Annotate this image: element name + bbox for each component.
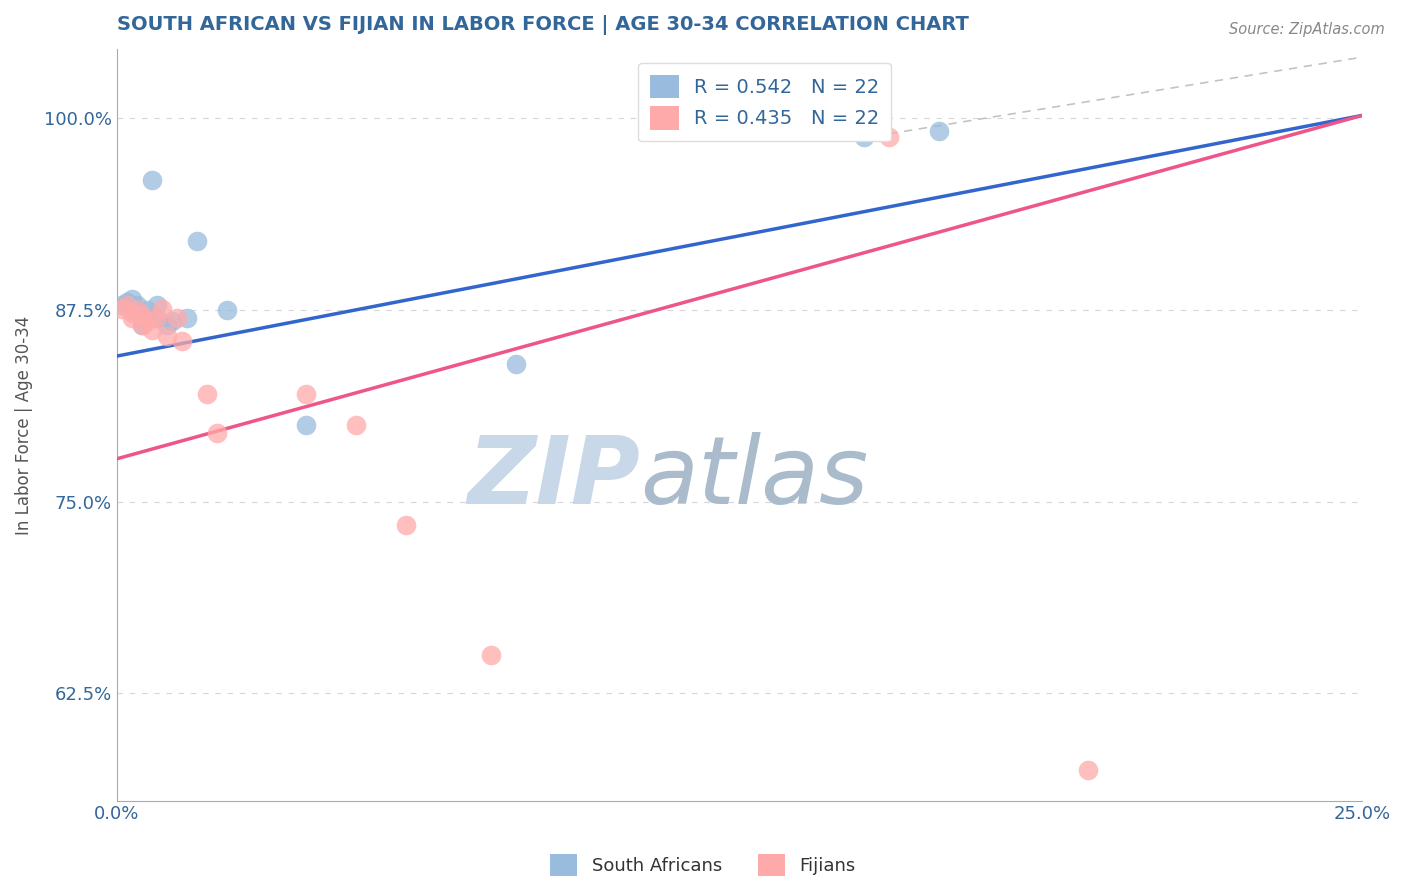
Point (146, 310, 169, 325)
Point (156, 318, 179, 333)
Point (160, 314, 183, 328)
Point (131, 310, 153, 325)
Point (121, 293, 143, 307)
Point (131, 318, 153, 333)
Point (176, 310, 198, 325)
Point (505, 357, 527, 371)
Text: Source: ZipAtlas.com: Source: ZipAtlas.com (1229, 22, 1385, 37)
Point (141, 323, 163, 337)
Point (111, 298, 134, 312)
Point (141, 173, 163, 187)
Point (1077, 763, 1099, 777)
Point (344, 417, 367, 432)
Point (195, 387, 218, 401)
Point (295, 387, 318, 401)
Point (395, 517, 418, 532)
Point (877, 129, 900, 144)
Point (853, 129, 876, 144)
Point (170, 334, 193, 348)
Point (121, 310, 143, 325)
Legend: R = 0.542   N = 22, R = 0.435   N = 22: R = 0.542 N = 22, R = 0.435 N = 22 (638, 63, 891, 142)
Point (205, 425, 228, 440)
Y-axis label: In Labor Force | Age 30-34: In Labor Force | Age 30-34 (15, 316, 32, 534)
Point (135, 303, 157, 318)
Text: SOUTH AFRICAN VS FIJIAN IN LABOR FORCE | AGE 30-34 CORRELATION CHART: SOUTH AFRICAN VS FIJIAN IN LABOR FORCE |… (117, 15, 969, 35)
Point (928, 124, 950, 138)
Point (150, 301, 173, 316)
Point (125, 298, 148, 312)
Text: atlas: atlas (640, 432, 869, 523)
Text: ZIP: ZIP (467, 432, 640, 524)
Point (166, 310, 188, 325)
Point (121, 303, 143, 318)
Point (479, 648, 502, 662)
Point (121, 306, 143, 320)
Point (131, 318, 153, 333)
Point (135, 314, 157, 328)
Point (135, 310, 157, 325)
Point (146, 298, 169, 312)
Point (295, 417, 318, 432)
Point (131, 308, 153, 322)
Point (186, 234, 208, 248)
Legend: South Africans, Fijians: South Africans, Fijians (543, 847, 863, 883)
Point (115, 295, 138, 310)
Point (156, 329, 179, 343)
Point (146, 310, 169, 325)
Point (125, 303, 148, 318)
Point (125, 303, 148, 318)
Point (115, 298, 138, 312)
Point (111, 301, 134, 316)
Point (215, 303, 238, 318)
